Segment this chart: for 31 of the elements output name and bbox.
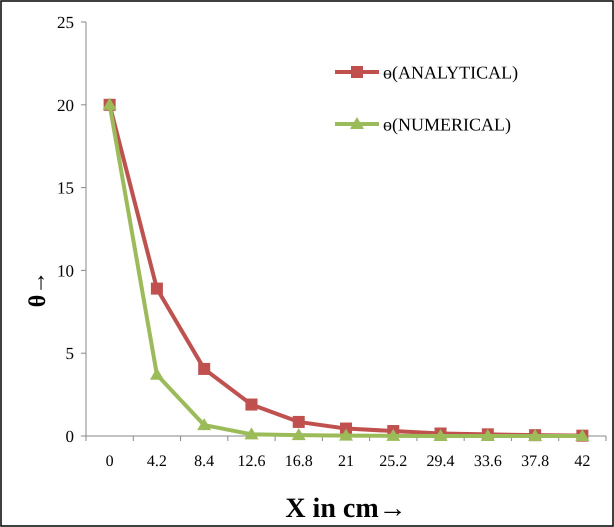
y-tick-label: 15	[57, 178, 74, 198]
x-tick-label: 12.6	[237, 453, 266, 470]
y-tick-label: 20	[57, 96, 74, 115]
x-tick-label: 25.2	[379, 453, 408, 470]
x-tick-label: 29.4	[426, 453, 455, 470]
y-tick-label: 10	[57, 261, 74, 280]
point	[292, 416, 305, 428]
point	[245, 398, 258, 411]
x-tick-label: 0	[106, 453, 114, 470]
x-tick-label: 33.6	[474, 453, 502, 470]
x-tick-label: 4.2	[146, 453, 167, 470]
x-tick-label: 37.8	[521, 453, 550, 470]
y-tick-label: 25	[57, 12, 74, 32]
legend-label: ɵ(NUMERICAL)	[383, 114, 511, 134]
point	[197, 418, 212, 430]
x-tick-label: 21	[338, 453, 354, 470]
y-axis-title: θ→	[25, 270, 51, 308]
point	[292, 428, 306, 440]
point	[339, 428, 353, 441]
x-tick-label: 16.8	[284, 453, 313, 470]
point	[386, 428, 400, 441]
point	[198, 362, 210, 375]
x-tick-label: 42	[574, 453, 590, 470]
legend-label: ɵ(ANALYTICAL)	[383, 62, 518, 82]
point	[244, 427, 258, 440]
point	[150, 282, 163, 295]
x-tick-label: 8.4	[194, 453, 214, 470]
x-axis-title: X in cm→	[285, 493, 407, 524]
y-tick-label: 0	[66, 426, 74, 446]
point	[150, 368, 164, 380]
y-tick-label: 5	[66, 344, 74, 364]
